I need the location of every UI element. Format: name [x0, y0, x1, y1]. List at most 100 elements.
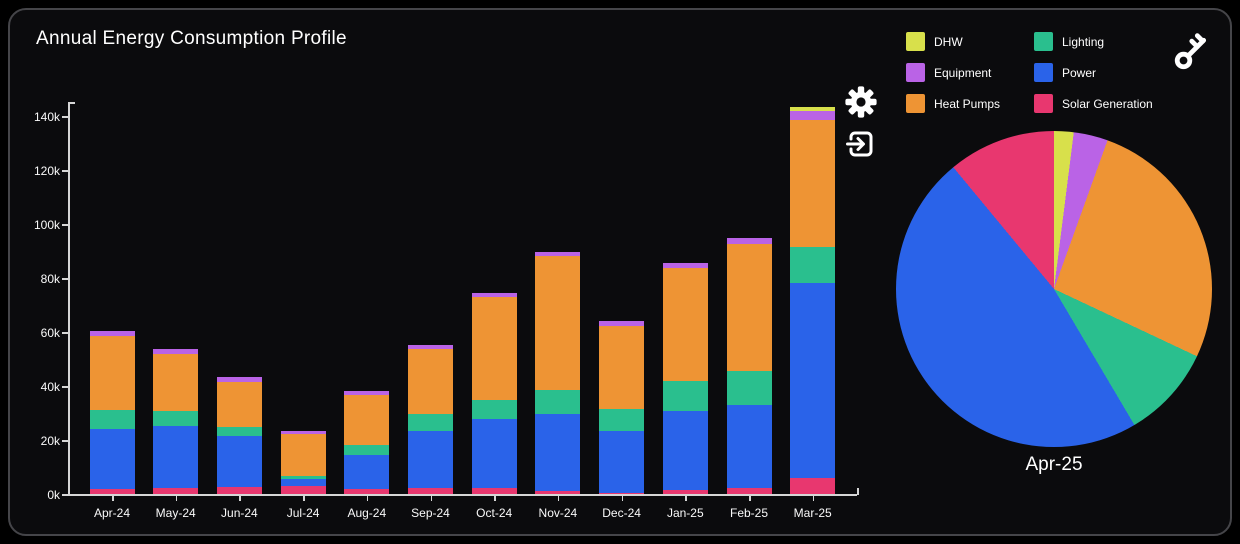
- bar-segment-lighting[interactable]: [790, 246, 836, 284]
- legend-swatch: [906, 32, 925, 51]
- bar-segment-solar-generation[interactable]: [662, 490, 708, 494]
- legend-item-equipment[interactable]: Equipment: [906, 63, 1034, 82]
- bar-segment-power[interactable]: [344, 455, 390, 489]
- bar-segment-lighting[interactable]: [153, 411, 199, 426]
- bar-segment-power[interactable]: [535, 413, 581, 492]
- bar-jul-24[interactable]: [280, 431, 326, 494]
- x-tick: [749, 495, 751, 501]
- x-tick-label: Jun-24: [221, 506, 258, 520]
- legend-item-power[interactable]: Power: [1034, 63, 1153, 82]
- bar-jun-24[interactable]: [216, 376, 262, 494]
- bar-segment-lighting[interactable]: [726, 370, 772, 406]
- bar-segment-equipment[interactable]: [662, 262, 708, 269]
- bar-segment-heat-pumps[interactable]: [153, 353, 199, 412]
- bar-oct-24[interactable]: [471, 292, 517, 494]
- bar-segment-heat-pumps[interactable]: [726, 244, 772, 371]
- bar-segment-heat-pumps[interactable]: [89, 336, 135, 411]
- bar-segment-lighting[interactable]: [599, 408, 645, 432]
- bar-segment-solar-generation[interactable]: [535, 491, 581, 494]
- bar-segment-lighting[interactable]: [535, 389, 581, 414]
- bar-segment-power[interactable]: [408, 431, 453, 489]
- bar-segment-heat-pumps[interactable]: [216, 381, 262, 428]
- pie-chart[interactable]: [896, 131, 1212, 447]
- x-axis-line: [68, 494, 857, 496]
- bar-segment-dhw[interactable]: [790, 106, 836, 111]
- bar-segment-heat-pumps[interactable]: [344, 395, 390, 445]
- bar-apr-24[interactable]: [89, 330, 135, 494]
- bar-segment-solar-generation[interactable]: [153, 487, 199, 494]
- bar-segment-heat-pumps[interactable]: [599, 326, 645, 409]
- bar-segment-lighting[interactable]: [280, 476, 326, 480]
- bar-segment-heat-pumps[interactable]: [790, 120, 836, 247]
- bar-feb-25[interactable]: [726, 238, 772, 494]
- x-tick: [430, 495, 432, 501]
- x-tick-label: Oct-24: [476, 506, 513, 520]
- bar-segment-solar-generation[interactable]: [216, 487, 262, 494]
- bar-segment-power[interactable]: [662, 411, 708, 491]
- bar-segment-equipment[interactable]: [408, 344, 453, 349]
- settings-gear-icon[interactable]: [845, 86, 877, 118]
- bar-segment-equipment[interactable]: [535, 252, 581, 257]
- bar-segment-power[interactable]: [153, 425, 199, 488]
- bar-segment-equipment[interactable]: [344, 391, 390, 396]
- bar-nov-24[interactable]: [535, 252, 581, 494]
- y-tick-label: 120k: [33, 164, 60, 178]
- bar-segment-equipment[interactable]: [153, 348, 199, 354]
- bar-segment-heat-pumps[interactable]: [408, 348, 453, 414]
- bar-segment-lighting[interactable]: [344, 444, 390, 456]
- legend-item-lighting[interactable]: Lighting: [1034, 32, 1153, 51]
- key-icon[interactable]: [1168, 28, 1216, 76]
- legend-item-heat-pumps[interactable]: Heat Pumps: [906, 94, 1034, 113]
- bar-segment-equipment[interactable]: [726, 238, 772, 245]
- bar-segment-solar-generation[interactable]: [408, 488, 453, 494]
- legend: DHW Lighting Equipment Power Heat Pumps Solar…: [906, 32, 1153, 113]
- bar-segment-power[interactable]: [89, 428, 135, 489]
- legend-item-solar-generation[interactable]: Solar Generation: [1034, 94, 1153, 113]
- legend-swatch: [1034, 94, 1053, 113]
- bar-jan-25[interactable]: [662, 262, 708, 494]
- legend-label: Solar Generation: [1062, 96, 1153, 111]
- bar-segment-lighting[interactable]: [216, 427, 262, 437]
- pie-month-label: Apr-25: [1025, 454, 1083, 475]
- x-tick: [366, 495, 369, 501]
- bar-segment-solar-generation[interactable]: [471, 487, 517, 494]
- bar-segment-lighting[interactable]: [471, 400, 517, 420]
- bar-segment-lighting[interactable]: [662, 380, 708, 412]
- bar-sep-24[interactable]: [408, 344, 453, 494]
- y-tick: [62, 116, 68, 118]
- bar-segment-heat-pumps[interactable]: [662, 268, 708, 381]
- legend-label: DHW: [934, 34, 963, 49]
- bar-segment-solar-generation[interactable]: [790, 477, 836, 494]
- bar-segment-equipment[interactable]: [471, 292, 517, 297]
- bar-segment-power[interactable]: [790, 283, 836, 478]
- bar-segment-solar-generation[interactable]: [726, 488, 772, 494]
- bar-segment-power[interactable]: [599, 431, 645, 493]
- bar-segment-equipment[interactable]: [89, 330, 135, 337]
- bar-segment-equipment[interactable]: [599, 321, 645, 327]
- bar-segment-heat-pumps[interactable]: [535, 256, 581, 390]
- bar-segment-solar-generation[interactable]: [280, 485, 326, 494]
- bar-segment-lighting[interactable]: [89, 410, 135, 429]
- bar-may-24[interactable]: [153, 348, 199, 494]
- bar-segment-power[interactable]: [280, 479, 326, 486]
- bar-segment-heat-pumps[interactable]: [471, 296, 517, 401]
- bar-segment-solar-generation[interactable]: [599, 492, 645, 494]
- export-icon[interactable]: [845, 128, 877, 160]
- bar-mar-25[interactable]: [790, 106, 836, 494]
- bar-segment-power[interactable]: [726, 405, 772, 489]
- bar-segment-power[interactable]: [471, 419, 517, 488]
- bar-segment-solar-generation[interactable]: [89, 488, 135, 494]
- bar-segment-equipment[interactable]: [790, 110, 836, 121]
- legend-item-dhw[interactable]: DHW: [906, 32, 1034, 51]
- y-tick: [62, 278, 68, 280]
- bar-segment-equipment[interactable]: [216, 376, 262, 382]
- bar-segment-heat-pumps[interactable]: [280, 434, 326, 477]
- bar-dec-24[interactable]: [599, 321, 645, 494]
- bar-segment-equipment[interactable]: [280, 431, 326, 435]
- legend-label: Equipment: [934, 65, 992, 80]
- bar-segment-solar-generation[interactable]: [344, 488, 390, 494]
- x-tick-label: Dec-24: [602, 506, 641, 520]
- bar-segment-power[interactable]: [216, 436, 262, 488]
- bar-aug-24[interactable]: [344, 391, 390, 494]
- bar-segment-lighting[interactable]: [408, 413, 453, 432]
